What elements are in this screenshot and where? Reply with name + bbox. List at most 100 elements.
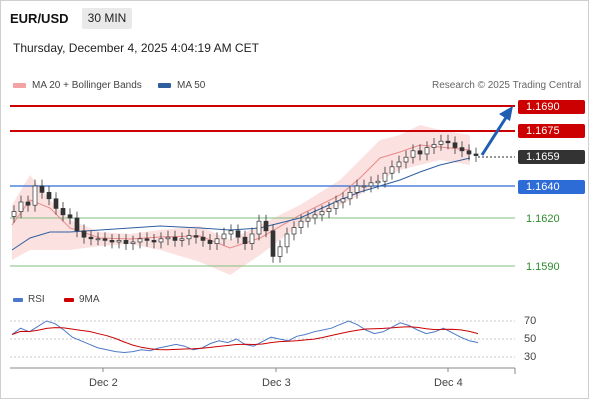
source-credit: Research © 2025 Trading Central bbox=[432, 80, 582, 91]
candle-body bbox=[186, 235, 192, 240]
legend-swatch-ma20 bbox=[13, 83, 26, 88]
candles-group bbox=[11, 134, 479, 263]
timestamp: Thursday, December 4, 2025 4:04:19 AM CE… bbox=[13, 41, 259, 55]
candle-body bbox=[417, 150, 423, 155]
candle-body bbox=[137, 238, 143, 243]
current-price-tag: 1.1659 bbox=[518, 150, 585, 164]
rsi-9ma-line bbox=[11, 326, 479, 351]
legend-label-rsi: RSI bbox=[28, 294, 45, 305]
rsi-tick-50: 50 bbox=[524, 333, 537, 345]
candle-body bbox=[116, 240, 122, 243]
candle-body bbox=[165, 236, 171, 240]
rsi-line bbox=[11, 320, 479, 354]
candle-body bbox=[263, 220, 269, 232]
ma50-line bbox=[11, 157, 471, 251]
timeframe-button[interactable]: 30 MIN bbox=[82, 8, 132, 29]
candle-body bbox=[130, 241, 136, 244]
candle-body bbox=[53, 198, 59, 209]
candle-body bbox=[291, 227, 297, 235]
x-label-dec3: Dec 3 bbox=[262, 377, 291, 389]
candle-body bbox=[466, 150, 472, 155]
level-tag-1675: 1.1675 bbox=[518, 124, 585, 138]
candle-body bbox=[95, 238, 101, 241]
candle-body bbox=[235, 230, 241, 238]
candle-body bbox=[81, 230, 87, 238]
candle-body bbox=[438, 140, 444, 145]
bollinger-band-area bbox=[12, 125, 470, 275]
candle-body bbox=[333, 201, 339, 209]
candle-body bbox=[123, 240, 129, 244]
candle-body bbox=[39, 185, 45, 193]
candle-body bbox=[459, 147, 465, 152]
candle-body bbox=[396, 161, 402, 168]
candle-body bbox=[312, 214, 318, 219]
candle-body bbox=[249, 233, 255, 244]
candle-body bbox=[207, 240, 213, 244]
candle-body bbox=[214, 238, 220, 244]
candle-body bbox=[424, 147, 430, 155]
candle-body bbox=[473, 153, 479, 156]
legend-label-ma50: MA 50 bbox=[177, 80, 206, 91]
forecast-arrow-line bbox=[480, 115, 509, 156]
candle-body bbox=[144, 238, 150, 241]
candle-body bbox=[242, 236, 248, 244]
candle-body bbox=[221, 233, 227, 240]
candle-body bbox=[319, 211, 325, 216]
candle-body bbox=[11, 211, 17, 217]
legend-label-9ma: 9MA bbox=[79, 294, 100, 305]
candle-body bbox=[88, 236, 94, 240]
candle-body bbox=[151, 240, 157, 243]
level-tag-1640: 1.1640 bbox=[518, 180, 585, 194]
candle-body bbox=[200, 236, 206, 241]
legend-swatch-ma50 bbox=[158, 83, 171, 88]
instrument-label[interactable]: EUR/USD bbox=[10, 11, 69, 26]
candle-body bbox=[193, 235, 199, 238]
candle-body bbox=[172, 236, 178, 241]
x-label-dec2: Dec 2 bbox=[89, 377, 118, 389]
candle-body bbox=[60, 208, 66, 216]
legend-swatch-rsi bbox=[13, 297, 23, 302]
candle-body bbox=[347, 192, 353, 200]
candle-body bbox=[305, 217, 311, 222]
candle-body bbox=[375, 180, 381, 184]
candle-body bbox=[158, 238, 164, 243]
candle-body bbox=[256, 220, 262, 235]
legend-ma20-bollinger: MA 20 + Bollinger Bands bbox=[13, 80, 142, 91]
candle-body bbox=[431, 144, 437, 148]
candle-body bbox=[25, 201, 31, 206]
level-tag-1620: 1.1620 bbox=[526, 213, 560, 225]
candle-body bbox=[284, 233, 290, 248]
candle-body bbox=[67, 214, 73, 219]
candle-body bbox=[228, 230, 234, 235]
candle-body bbox=[32, 185, 38, 206]
candle-body bbox=[270, 230, 276, 257]
candle-body bbox=[340, 198, 346, 203]
legend-rsi: RSI bbox=[13, 294, 45, 305]
legend-swatch-9ma bbox=[64, 297, 74, 302]
candle-body bbox=[389, 166, 395, 174]
level-tag-1590: 1.1590 bbox=[526, 261, 560, 273]
rsi-tick-70: 70 bbox=[524, 315, 537, 327]
legend-label-ma20: MA 20 + Bollinger Bands bbox=[32, 80, 142, 91]
candle-body bbox=[354, 185, 360, 193]
candle-body bbox=[298, 220, 304, 228]
candle-body bbox=[46, 192, 52, 200]
candle-body bbox=[326, 208, 332, 212]
candle-body bbox=[277, 246, 283, 257]
legend-9ma: 9MA bbox=[64, 294, 100, 305]
candle-body bbox=[410, 150, 416, 158]
x-label-dec4: Dec 4 bbox=[434, 377, 463, 389]
candle-body bbox=[109, 240, 115, 243]
candle-body bbox=[18, 201, 24, 212]
candle-body bbox=[361, 185, 367, 188]
candle-body bbox=[368, 182, 374, 187]
forecast-arrow-head bbox=[499, 106, 513, 121]
candle-body bbox=[179, 238, 185, 241]
rsi-tick-30: 30 bbox=[524, 351, 537, 363]
candle-body bbox=[403, 156, 409, 163]
candle-body bbox=[102, 238, 108, 241]
candle-body bbox=[452, 142, 458, 148]
level-tag-1690: 1.1690 bbox=[518, 100, 585, 114]
